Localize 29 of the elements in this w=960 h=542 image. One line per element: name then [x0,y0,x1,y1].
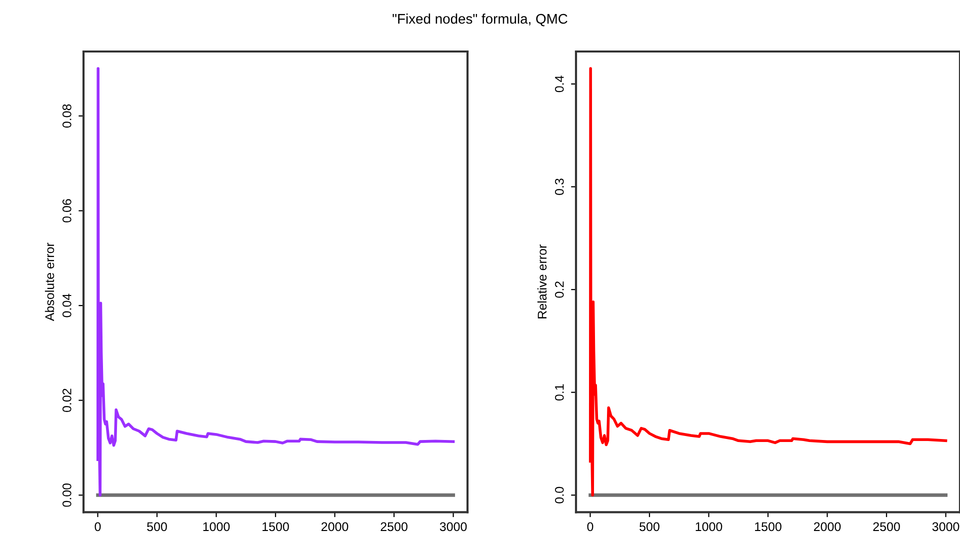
chart-title: "Fixed nodes" formula, QMC [392,14,568,26]
x-tick-label: 2000 [322,522,348,532]
line-series [96,67,455,497]
x-tick-label: 0 [587,522,594,532]
x-tick-label: 1500 [755,522,782,532]
y-axis-title: Relative error [537,244,547,318]
y-tick-label: 0.04 [62,294,72,318]
y-tick-label: 0.06 [62,199,72,222]
x-tick-label: 1500 [262,522,289,532]
x-tick-label: 500 [147,522,167,532]
y-tick-label: 0.00 [62,483,72,507]
x-tick-label: 1000 [696,522,722,532]
x-tick-label: 3000 [932,522,960,532]
x-tick-label: 3000 [440,522,467,532]
x-tick-label: 2500 [380,522,408,532]
y-tick-label: 0.02 [62,388,72,412]
y-tick-label: 0.4 [554,76,564,92]
x-tick-label: 2500 [873,522,900,532]
y-tick-label: 0.2 [554,281,564,298]
y-tick-label: 0.3 [554,178,564,195]
x-tick-label: 2000 [814,522,841,532]
x-tick-label: 0 [94,522,101,532]
y-tick-label: 0.08 [62,104,72,128]
x-tick-label: 1000 [203,522,230,532]
x-tick-label: 500 [640,522,660,532]
y-axis-title: Absolute error [44,242,54,322]
line-series [588,67,948,497]
y-tick-label: 0.1 [554,384,564,401]
y-tick-label: 0.0 [554,486,564,504]
